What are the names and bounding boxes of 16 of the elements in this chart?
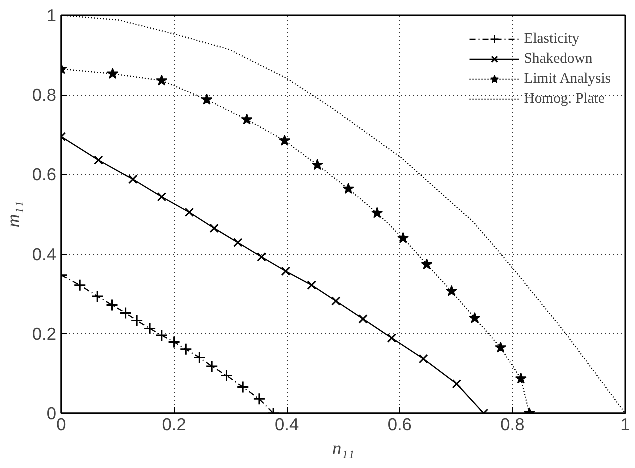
x-tick-label: 1 [620,414,630,434]
legend-label: Limit Analysis [524,70,611,88]
x-tick-label: 0.8 [500,414,525,434]
x-axis-title: n₁₁ [332,438,355,460]
y-axis-title: m₁₁ [3,201,24,228]
x-tick-label: 0.6 [388,414,412,434]
x-tick-label: 0.2 [162,414,186,434]
y-tick-label: 0.4 [32,244,57,264]
y-tick-label: 0.8 [32,85,57,106]
legend-label: Shakedown [524,50,593,68]
y-tick-label: 1 [46,6,57,26]
y-tick-label: 0.2 [32,324,57,344]
x-tick-label: 0.4 [275,414,300,434]
legend-label: Elasticity [524,30,580,48]
legend-label: Homog. Plate [524,90,605,108]
y-tick-label: 0.6 [32,164,57,185]
